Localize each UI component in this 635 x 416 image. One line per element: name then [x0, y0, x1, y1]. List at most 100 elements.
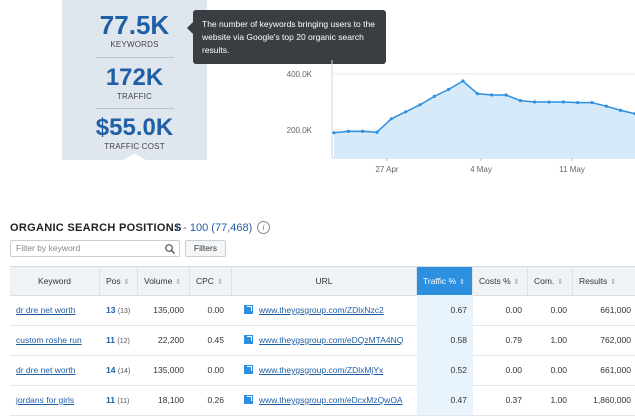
- data-point: [375, 130, 379, 134]
- pos-link[interactable]: 11 (12): [106, 335, 130, 345]
- com-cell: 0.00: [550, 305, 567, 315]
- y-tick-label: 200.0K: [287, 126, 313, 135]
- url-cell: www.theygsgroup.com/ZDlxMjYx: [232, 355, 417, 385]
- costs-cell: 0.79: [505, 335, 522, 345]
- search-icon[interactable]: [164, 243, 176, 255]
- table-header: Keyword Pos ⇕ Volume ⇕ CPC ⇕ URL Traffic % ⇕…: [10, 266, 635, 296]
- url-cell: www.theygsgroup.com/eDQzMTA4NQ: [232, 325, 417, 355]
- volume-cell: 22,200: [158, 335, 184, 345]
- col-cpc[interactable]: CPC ⇕: [190, 267, 232, 295]
- filter-placeholder: Filter by keyword: [16, 243, 81, 253]
- col-volume-label: Volume: [144, 276, 173, 286]
- sort-icon: ⇕: [513, 279, 520, 286]
- external-link-icon[interactable]: [244, 395, 253, 404]
- com-cell: 0.00: [550, 365, 567, 375]
- y-tick-label: 400.0K: [287, 70, 313, 79]
- data-point: [533, 100, 537, 104]
- com-cell: 1.00: [550, 395, 567, 405]
- col-pos-label: Pos: [106, 276, 121, 286]
- col-results[interactable]: Results ⇕: [573, 267, 635, 295]
- data-point: [418, 103, 422, 107]
- cpc-cell: 0.26: [207, 395, 224, 405]
- col-keyword-label: Keyword: [37, 276, 72, 286]
- col-url[interactable]: URL: [232, 267, 417, 295]
- pos-cell: 13 (13): [100, 295, 138, 325]
- table-row: custom roshe run 11 (12) 22,200 0.45 www.the…: [10, 325, 635, 356]
- external-link-icon[interactable]: [244, 365, 253, 374]
- external-link-icon[interactable]: [244, 305, 253, 314]
- keyword-cell: dr dre net worth: [10, 355, 100, 385]
- traffic-cell: 0.52: [417, 355, 473, 385]
- keyword-link[interactable]: dr dre net worth: [16, 305, 76, 315]
- table-row: dr dre net worth 14 (14) 135,000 0.00 www.th…: [10, 355, 635, 386]
- col-keyword[interactable]: Keyword: [10, 267, 100, 295]
- keyword-link[interactable]: custom roshe run: [16, 335, 82, 345]
- volume-cell: 18,100: [158, 395, 184, 405]
- data-point: [361, 129, 365, 133]
- data-point: [490, 93, 494, 97]
- keyword-cell: dr dre net worth: [10, 295, 100, 325]
- col-traffic[interactable]: Traffic % ⇕: [417, 267, 473, 295]
- previous-position: (14): [117, 368, 131, 375]
- data-point: [561, 100, 565, 104]
- traffic-cell: 0.67: [417, 295, 473, 325]
- col-traffic-label: Traffic %: [423, 276, 457, 286]
- data-point: [518, 99, 522, 103]
- pos-cell: 11 (11): [100, 385, 138, 415]
- url-link[interactable]: www.theygsgroup.com/eDcxMzQwOA: [259, 395, 403, 405]
- data-point: [389, 117, 393, 121]
- data-point: [576, 100, 580, 105]
- col-costs[interactable]: Costs % ⇕: [473, 267, 528, 295]
- keyword-filter-input[interactable]: Filter by keyword: [10, 240, 180, 257]
- x-tick-label: 11 May: [559, 165, 585, 174]
- col-results-label: Results: [579, 276, 608, 286]
- keyword-link[interactable]: dr dre net worth: [16, 365, 76, 375]
- col-url-label: URL: [315, 276, 333, 286]
- series-line: [333, 80, 635, 134]
- data-point: [461, 79, 465, 83]
- data-point: [447, 87, 451, 91]
- col-volume[interactable]: Volume ⇕: [138, 267, 190, 295]
- url-link[interactable]: www.theygsgroup.com/eDQzMTA4NQ: [259, 335, 404, 345]
- sort-icon: ⇕: [557, 279, 564, 286]
- section-range[interactable]: 1 - 100 (77,468): [174, 222, 253, 234]
- url-cell: www.theygsgroup.com/eDcxMzQwOA: [232, 385, 417, 415]
- keywords-metric[interactable]: 77.5K KEYWORDS: [62, 12, 207, 49]
- pos-cell: 14 (14): [100, 355, 138, 385]
- section-title: ORGANIC SEARCH POSITIONS: [10, 222, 182, 234]
- sort-icon: ⇕: [459, 279, 465, 286]
- results-cell: 661,000: [600, 365, 631, 375]
- data-point: [475, 92, 479, 96]
- sort-icon: ⇕: [123, 279, 130, 286]
- x-tick-label: 4 May: [470, 165, 492, 174]
- info-icon[interactable]: i: [257, 221, 270, 234]
- data-point: [547, 100, 551, 104]
- col-com[interactable]: Com. ⇕: [528, 267, 573, 295]
- url-link[interactable]: www.theygsgroup.com/ZDlxMjYx: [259, 365, 384, 375]
- col-cpc-label: CPC: [196, 276, 214, 286]
- external-link-icon[interactable]: [244, 335, 253, 344]
- traffic-cost-value: $55.0K: [95, 114, 174, 141]
- col-com-label: Com.: [534, 276, 555, 286]
- pos-link[interactable]: 11 (11): [106, 395, 130, 405]
- filters-button[interactable]: Filters: [185, 240, 226, 257]
- traffic-label: TRAFFIC: [116, 92, 153, 101]
- divider: [96, 108, 174, 109]
- x-tick-label: 27 Apr: [375, 165, 398, 174]
- volume-cell: 135,000: [153, 305, 184, 315]
- data-point: [404, 110, 408, 114]
- col-pos[interactable]: Pos ⇕: [100, 267, 138, 295]
- cpc-cell: 0.45: [207, 335, 224, 345]
- keyword-link[interactable]: jordans for girls: [16, 395, 75, 405]
- url-link[interactable]: www.theygsgroup.com/ZDlxNzc2: [259, 305, 384, 315]
- traffic-cost-metric[interactable]: $55.0K TRAFFIC COST: [62, 114, 207, 152]
- pos-link[interactable]: 13 (13): [106, 305, 131, 315]
- keyword-cell: jordans for girls: [10, 385, 100, 415]
- data-point: [332, 131, 336, 135]
- traffic-cost-label: TRAFFIC COST: [104, 142, 165, 151]
- traffic-metric[interactable]: 172K TRAFFIC: [62, 66, 207, 102]
- pos-link[interactable]: 14 (14): [106, 365, 131, 375]
- sort-icon: ⇕: [610, 279, 617, 286]
- data-point: [604, 104, 608, 108]
- previous-position: (11): [117, 398, 130, 405]
